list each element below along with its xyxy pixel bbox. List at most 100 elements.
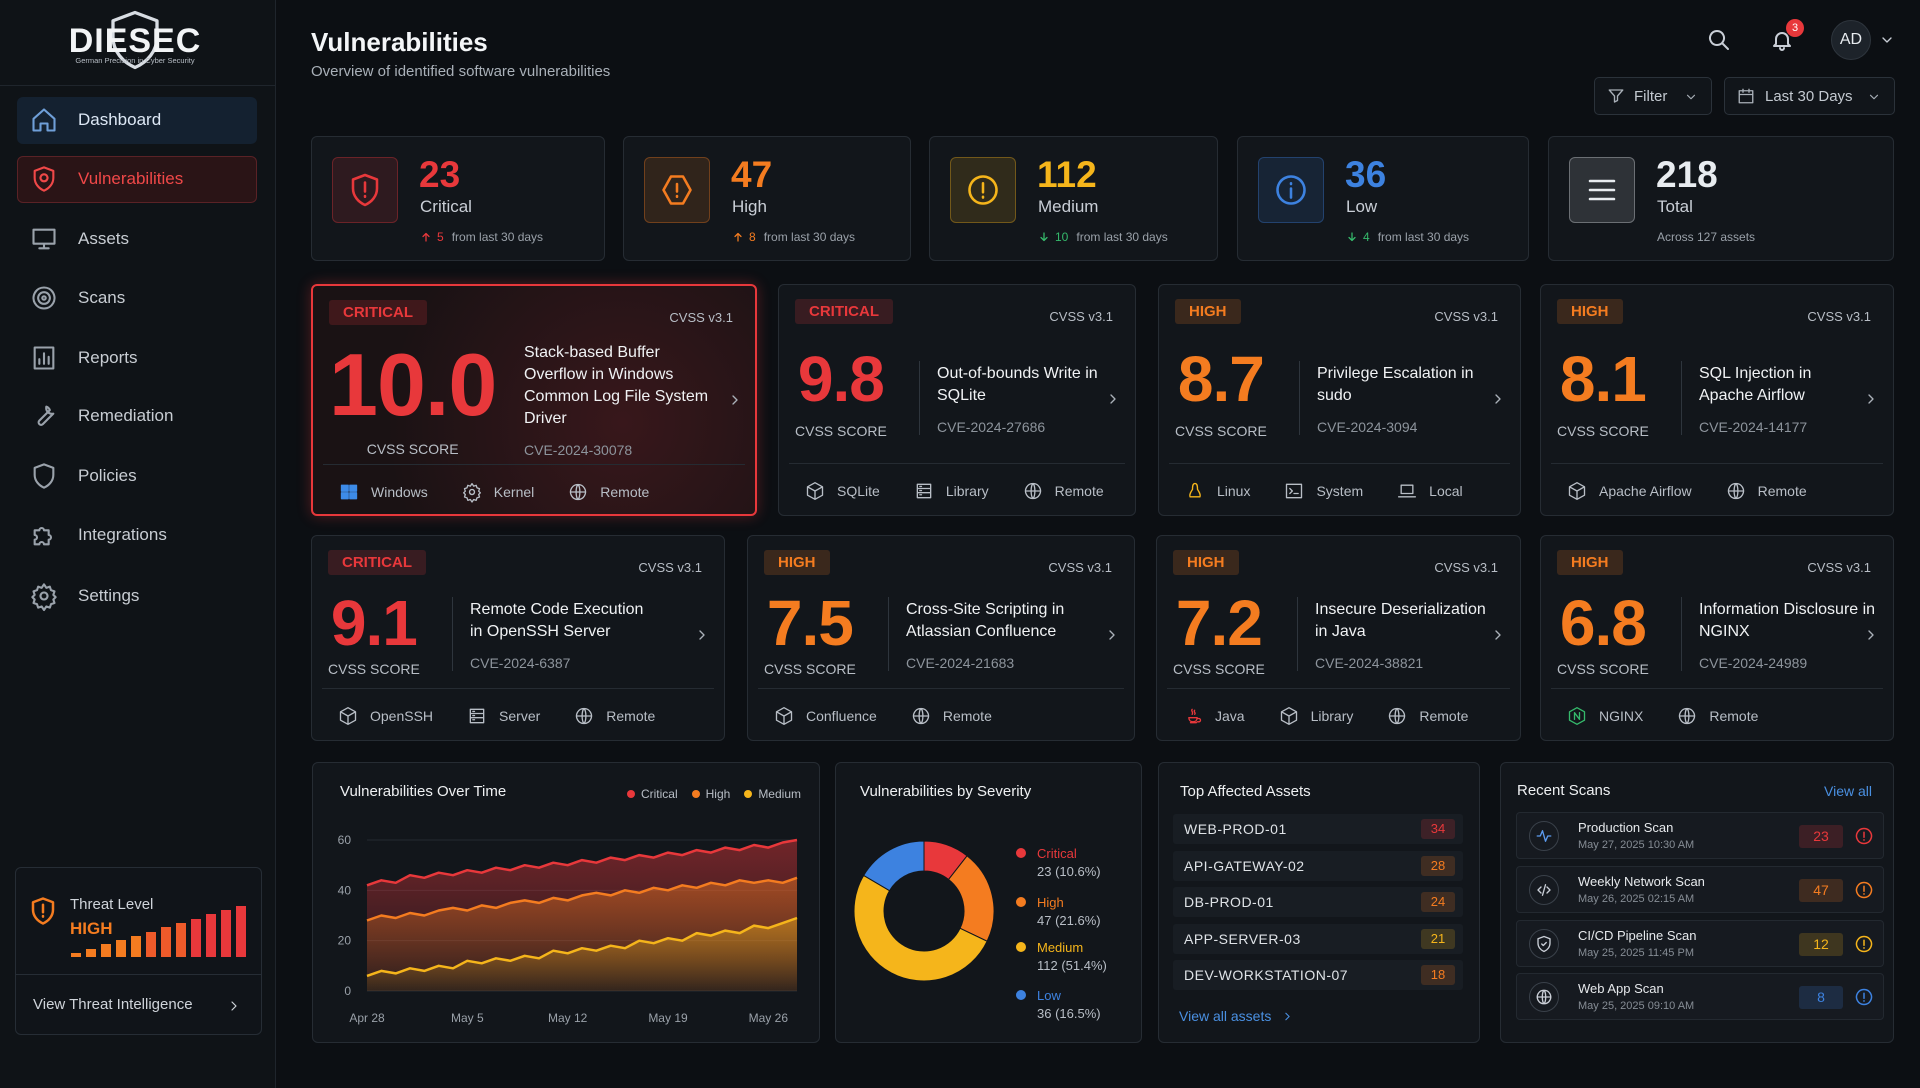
vuln-cve: CVE-2024-30078 [524, 442, 633, 458]
scan-row[interactable]: Weekly Network Scan May 26, 2025 02:15 AM… [1516, 865, 1884, 913]
donut-chart [853, 840, 995, 982]
vuln-card[interactable]: CRITICAL CVSS v3.1 9.8 CVSS SCORE Out-of-bou… [778, 284, 1136, 516]
score-label: CVSS SCORE [1557, 423, 1649, 439]
icon [1276, 175, 1306, 205]
icon-shape [775, 707, 793, 725]
icon-shape [422, 232, 430, 242]
filter-label: Filter [1634, 88, 1668, 105]
scan-icon-ring [1529, 874, 1559, 905]
vuln-cve: CVE-2024-38821 [1315, 655, 1424, 671]
score-label: CVSS SCORE [1173, 661, 1265, 677]
icon-shape [1882, 37, 1892, 43]
panel-title: Top Affected Assets [1180, 783, 1311, 800]
icon-shape [1040, 232, 1048, 242]
divider [452, 597, 453, 671]
score-block: 7.2 CVSS SCORE [1173, 591, 1265, 677]
cvss-version: CVSS v3.1 [1807, 560, 1871, 575]
nav-label: Policies [78, 466, 137, 485]
vuln-text: Stack-based Buffer Overflow in Windows C… [524, 342, 709, 458]
asset-name: WEB-PROD-01 [1184, 821, 1287, 837]
icon-shape [1189, 482, 1201, 498]
tag-label: Library [945, 483, 989, 499]
stat-value: 112 [1037, 154, 1097, 195]
asset-row[interactable]: DB-PROD-01 24 [1173, 887, 1463, 917]
assets-link[interactable]: View all assets [1179, 1008, 1272, 1024]
icon-shape [339, 707, 357, 725]
vuln-text: SQL Injection in Apache Airflow CVE-2024-… [1699, 363, 1829, 435]
nav-label: Reports [78, 348, 138, 367]
nav-item[interactable] [17, 97, 257, 144]
threat-bar [206, 914, 216, 957]
vuln-card[interactable]: CRITICAL CVSS v3.1 10.0 CVSS SCORE Stack-bas… [311, 284, 757, 516]
vuln-card[interactable]: HIGH CVSS v3.1 8.1 CVSS SCORE SQL Injection … [1540, 284, 1894, 516]
asset-name: API-GATEWAY-02 [1184, 857, 1305, 874]
legend-swatch [691, 790, 700, 798]
icon [231, 1001, 237, 1011]
panel-title: Recent Scans [1517, 782, 1611, 799]
tag-label: Kernel [493, 484, 535, 500]
tag-row: NGINX Remote [1567, 704, 1758, 728]
avatar[interactable]: AD [1831, 20, 1871, 60]
icon-shape [111, 10, 159, 70]
asset-row[interactable]: WEB-PROD-01 34 [1173, 814, 1463, 844]
divider [322, 688, 714, 689]
tag-label: Server [499, 708, 541, 724]
icon[interactable] [1707, 28, 1731, 52]
tag: Server [467, 706, 540, 726]
tag: Kernel [462, 482, 535, 503]
icon-shape [1284, 1012, 1290, 1020]
vuln-title: Privilege Escalation in sudo [1317, 365, 1474, 404]
vuln-title: Stack-based Buffer Overflow in Windows C… [524, 344, 709, 427]
tag-label: Windows [371, 484, 428, 500]
x-tick-label: Apr 28 [349, 1011, 385, 1025]
icon [1568, 482, 1586, 500]
icon [1389, 707, 1406, 725]
tag: Remote [1677, 706, 1758, 726]
tag-row: Windows Kernel Remote [339, 480, 649, 504]
vuln-card[interactable]: CRITICAL CVSS v3.1 9.1 CVSS SCORE Remote Cod… [311, 535, 725, 741]
icon [422, 232, 430, 242]
vuln-card[interactable]: HIGH CVSS v3.1 8.7 CVSS SCORE Privilege Esca… [1158, 284, 1521, 516]
vuln-card[interactable]: HIGH CVSS v3.1 7.2 CVSS SCORE Insecure Deser… [1156, 535, 1521, 741]
divider [758, 688, 1124, 689]
icon [1284, 1012, 1290, 1020]
scan-row[interactable]: CI/CD Pipeline Scan May 25, 2025 11:45 PM… [1516, 919, 1884, 967]
asset-row[interactable]: DEV-WORKSTATION-07 18 [1173, 960, 1463, 990]
scan-row[interactable]: Web App Scan May 25, 2025 09:10 AM 8 [1516, 973, 1884, 1021]
icon-shape [33, 166, 55, 192]
vuln-card[interactable]: HIGH CVSS v3.1 7.5 CVSS SCORE Cross-Site Scr… [747, 535, 1135, 741]
stat-delta: Across 127 assets [1657, 229, 1755, 245]
legend-item: Medium [744, 787, 801, 801]
scans-link[interactable]: View all [1824, 783, 1872, 799]
nav-item[interactable] [17, 156, 257, 203]
cvss-version: CVSS v3.1 [669, 310, 733, 325]
asset-row[interactable]: API-GATEWAY-02 28 [1173, 850, 1463, 881]
tag-label: Local [1429, 483, 1463, 499]
icon-shape [469, 708, 485, 724]
icon [1568, 707, 1586, 725]
icon-shape [33, 463, 55, 489]
icon-shape [33, 526, 53, 546]
score-label: CVSS SCORE [1557, 661, 1649, 677]
threat-link[interactable]: View Threat Intelligence [33, 996, 193, 1013]
cvss-version: CVSS v3.1 [1434, 560, 1498, 575]
scan-count: 8 [1799, 986, 1843, 1010]
icon-shape [1709, 30, 1729, 50]
icon-shape [1188, 708, 1202, 724]
stat-icon-box [1258, 157, 1324, 223]
donut-segment [853, 874, 988, 982]
icon-shape [662, 175, 692, 205]
icon [351, 173, 379, 207]
vuln-card[interactable]: HIGH CVSS v3.1 6.8 CVSS SCORE Information Di… [1540, 535, 1894, 741]
icon [1868, 394, 1874, 404]
legend-item: Critical [626, 787, 678, 801]
scan-row[interactable]: Production Scan May 27, 2025 10:30 AM 23 [1516, 812, 1884, 859]
icon [1855, 881, 1873, 898]
stat-value: 47 [731, 154, 773, 195]
icon-shape [734, 232, 742, 242]
tag: System [1284, 481, 1363, 501]
score-block: 10.0 CVSS SCORE [329, 341, 497, 458]
icon[interactable] [1770, 28, 1794, 52]
asset-row[interactable]: APP-SERVER-03 21 [1173, 923, 1463, 954]
cvss-version: CVSS v3.1 [1048, 560, 1112, 575]
